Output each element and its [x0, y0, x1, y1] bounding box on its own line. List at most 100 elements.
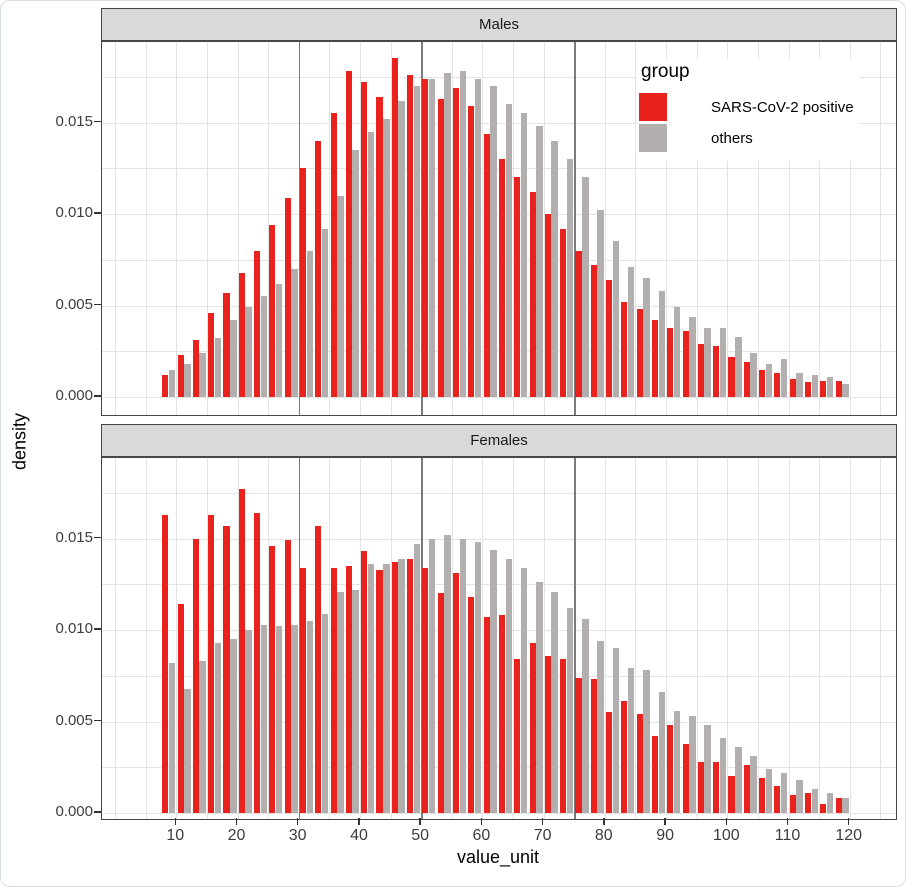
histogram-bar-others — [750, 353, 757, 397]
histogram-bar-positive — [820, 380, 827, 397]
histogram-bar-positive — [697, 761, 704, 813]
histogram-bar-positive — [299, 168, 307, 398]
x-tick-mark — [847, 818, 850, 825]
histogram-bar-others — [444, 73, 451, 397]
x-tick-mark — [541, 818, 544, 825]
histogram-bar-others — [291, 268, 298, 397]
histogram-bar-others — [505, 104, 513, 397]
histogram-bar-positive — [269, 225, 276, 397]
x-tick-mark — [664, 818, 666, 825]
histogram-bar-positive — [713, 345, 720, 397]
reference-line-x75 — [574, 458, 576, 819]
gridline-horizontal — [102, 397, 896, 398]
legend-entry-others: others — [639, 124, 854, 152]
y-tick-label: 0.005 — [55, 295, 93, 313]
x-tick-label: 100 — [712, 827, 740, 844]
histogram-bar-positive — [361, 551, 368, 813]
histogram-bar-others — [643, 670, 650, 813]
histogram-bar-others — [459, 538, 467, 813]
histogram-bar-positive — [376, 96, 383, 397]
histogram-bar-others — [490, 549, 497, 813]
histogram-bar-others — [612, 241, 620, 397]
histogram-bar-positive — [713, 761, 720, 813]
histogram-bar-positive — [667, 327, 674, 397]
histogram-bar-others — [367, 564, 375, 813]
histogram-bar-others — [260, 624, 268, 813]
reference-line-x30 — [298, 42, 301, 415]
histogram-bar-positive — [315, 140, 322, 397]
histogram-bar-others — [230, 320, 237, 397]
histogram-bar-positive — [315, 525, 322, 813]
x-tick-mark — [358, 818, 360, 825]
gridline-vertical — [757, 458, 759, 819]
gridline-vertical — [451, 42, 453, 415]
histogram-bar-positive — [789, 378, 796, 397]
histogram-bar-positive — [238, 489, 245, 813]
histogram-bar-others — [337, 591, 344, 813]
y-tick-mark — [94, 395, 101, 397]
legend-label-positive: SARS-CoV-2 positive — [711, 98, 854, 116]
histogram-bar-positive — [483, 133, 490, 397]
histogram-bar-others — [291, 624, 298, 813]
legend-entry-positive: SARS-CoV-2 positive — [639, 93, 854, 121]
gridline-vertical — [115, 458, 117, 819]
histogram-bar-positive — [728, 356, 735, 397]
histogram-bar-others — [245, 630, 252, 813]
gridline-vertical — [145, 42, 147, 415]
histogram-bar-positive — [636, 309, 643, 397]
histogram-bar-positive — [422, 78, 429, 397]
histogram-bar-others — [566, 159, 574, 397]
histogram-bar-positive — [345, 565, 352, 813]
histogram-bar-positive — [177, 604, 184, 813]
histogram-bar-others — [398, 558, 405, 813]
histogram-bar-others — [658, 290, 666, 397]
gridline-vertical — [206, 42, 208, 415]
y-tick-mark — [94, 212, 101, 214]
y-tick-label: 0.015 — [55, 112, 93, 130]
histogram-bar-positive — [682, 743, 689, 813]
histogram-bar-others — [168, 369, 176, 397]
histogram-bar-positive — [606, 279, 613, 397]
gridline-vertical — [513, 42, 514, 415]
histogram-bar-others — [275, 283, 283, 397]
histogram-bar-others — [704, 725, 711, 813]
histogram-bar-others — [306, 620, 314, 813]
histogram-bar-others — [826, 792, 834, 813]
histogram-bar-positive — [498, 159, 506, 397]
x-tick-label: 40 — [350, 827, 368, 844]
histogram-bar-positive — [544, 214, 551, 397]
histogram-bar-positive — [651, 736, 659, 813]
histogram-bar-others — [612, 648, 620, 813]
histogram-bar-positive — [407, 74, 414, 397]
histogram-bar-positive — [437, 98, 444, 397]
gridline-vertical — [666, 458, 668, 819]
gridline-vertical — [115, 42, 117, 415]
legend-label-others: others — [711, 129, 753, 147]
gridline-vertical — [176, 458, 178, 819]
gridline-vertical — [819, 458, 821, 819]
histogram-bar-positive — [254, 512, 261, 813]
gridline-vertical — [696, 42, 698, 415]
histogram-bar-positive — [238, 272, 245, 397]
histogram-bar-positive — [299, 567, 307, 813]
gridline-vertical — [206, 458, 208, 819]
gridline-vertical — [849, 42, 851, 415]
histogram-bar-others — [842, 798, 849, 813]
histogram-bar-positive — [682, 331, 689, 397]
gridline-vertical — [176, 42, 178, 415]
histogram-bar-others — [658, 692, 666, 813]
gridline-vertical — [788, 42, 790, 415]
x-tick-mark — [235, 818, 238, 825]
x-tick-mark — [725, 818, 728, 825]
gridline-vertical — [482, 458, 484, 819]
gridline-vertical — [880, 42, 882, 415]
histogram-bar-others — [413, 85, 421, 397]
histogram-bar-others — [735, 336, 742, 397]
histogram-bar-others — [520, 113, 528, 397]
facet-strip-females: Females — [101, 424, 897, 457]
histogram-bar-others — [826, 376, 834, 397]
histogram-bar-positive — [483, 617, 490, 813]
x-tick-label: 80 — [594, 827, 613, 844]
histogram-bar-others — [597, 641, 604, 813]
